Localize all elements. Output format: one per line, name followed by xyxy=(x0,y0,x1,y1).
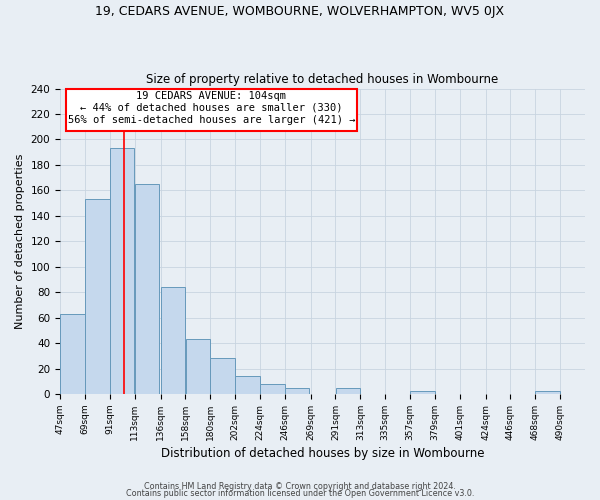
FancyBboxPatch shape xyxy=(65,88,357,130)
Bar xyxy=(85,200,110,394)
X-axis label: Distribution of detached houses by size in Wombourne: Distribution of detached houses by size … xyxy=(161,447,484,460)
Bar xyxy=(110,148,134,394)
Text: ← 44% of detached houses are smaller (330): ← 44% of detached houses are smaller (33… xyxy=(80,102,343,113)
Text: Contains HM Land Registry data © Crown copyright and database right 2024.: Contains HM Land Registry data © Crown c… xyxy=(144,482,456,491)
Text: 56% of semi-detached houses are larger (421) →: 56% of semi-detached houses are larger (… xyxy=(68,116,355,126)
Bar xyxy=(60,314,85,394)
Bar xyxy=(211,358,235,394)
Text: 19 CEDARS AVENUE: 104sqm: 19 CEDARS AVENUE: 104sqm xyxy=(136,91,286,101)
Title: Size of property relative to detached houses in Wombourne: Size of property relative to detached ho… xyxy=(146,73,499,86)
Bar xyxy=(135,184,159,394)
Bar xyxy=(260,384,284,394)
Bar xyxy=(535,392,560,394)
Bar xyxy=(235,376,260,394)
Bar xyxy=(285,388,310,394)
Bar xyxy=(161,287,185,394)
Bar xyxy=(335,388,360,394)
Y-axis label: Number of detached properties: Number of detached properties xyxy=(15,154,25,329)
Text: Contains public sector information licensed under the Open Government Licence v3: Contains public sector information licen… xyxy=(126,489,474,498)
Bar xyxy=(185,339,210,394)
Text: 19, CEDARS AVENUE, WOMBOURNE, WOLVERHAMPTON, WV5 0JX: 19, CEDARS AVENUE, WOMBOURNE, WOLVERHAMP… xyxy=(95,5,505,18)
Bar xyxy=(410,392,434,394)
